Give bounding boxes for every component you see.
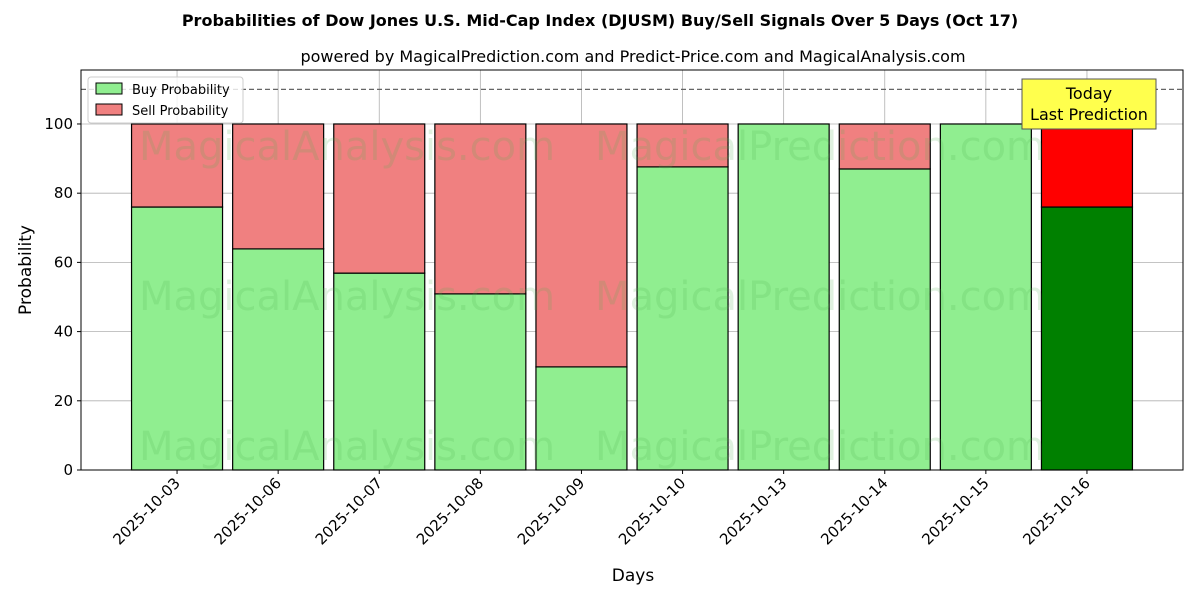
x-tick-label: 2025-10-07 <box>312 474 386 548</box>
bar-sell-2025-10-03 <box>130 123 224 208</box>
bar-sell-2025-10-09 <box>535 123 628 368</box>
y-tick-label: 20 <box>54 392 73 410</box>
y-tick-label: 80 <box>54 184 73 202</box>
y-tick-label: 60 <box>54 253 73 271</box>
x-tick-label: 2025-10-08 <box>413 474 487 548</box>
bar-buy-2025-10-08 <box>434 293 527 471</box>
chart-title: Probabilities of Dow Jones U.S. Mid-Cap … <box>182 11 1018 30</box>
legend-label-sell: Sell Probability <box>132 104 229 119</box>
bar-buy-2025-10-14 <box>838 168 931 471</box>
bar-sell-2025-10-16 <box>1040 123 1134 208</box>
annotation-line-2: Last Prediction <box>1030 105 1148 124</box>
legend-swatch-buy <box>95 82 123 95</box>
y-tick-label: 0 <box>63 461 73 479</box>
x-tick-label: 2025-10-16 <box>1019 474 1093 548</box>
watermark: MagicalAnalysis.com <box>139 424 555 470</box>
x-tick-label: 2025-10-09 <box>514 474 588 548</box>
bar-buy-2025-10-03 <box>130 206 224 471</box>
watermark: MagicalPrediction.com <box>595 424 1045 470</box>
bar-sell-2025-10-14 <box>838 123 931 170</box>
bar-sell-2025-10-06 <box>232 123 325 250</box>
plot-frame <box>80 69 1184 471</box>
legend-swatch-sell <box>95 103 123 116</box>
watermark: MagicalAnalysis.com <box>139 274 555 320</box>
y-tick-label: 100 <box>44 115 73 133</box>
today-annotation: Today Last Prediction <box>1021 78 1157 130</box>
watermark: MagicalPrediction.com <box>595 124 1045 170</box>
watermark: MagicalPrediction.com <box>595 274 1045 320</box>
x-tick-label: 2025-10-03 <box>109 474 183 548</box>
annotation-line-1: Today <box>1065 84 1112 103</box>
x-axis-label: Days <box>612 566 655 586</box>
x-tick-label: 2025-10-06 <box>211 474 285 548</box>
bar-sell-2025-10-08 <box>434 123 527 295</box>
x-tick-label: 2025-10-10 <box>615 474 689 548</box>
x-tick-label: 2025-10-13 <box>716 474 790 548</box>
bar-buy-2025-10-09 <box>535 366 628 471</box>
bar-sell-2025-10-07 <box>333 123 426 274</box>
legend-label-buy: Buy Probability <box>132 83 230 98</box>
bar-buy-2025-10-10 <box>636 166 729 471</box>
chart-subtitle: powered by MagicalPrediction.com and Pre… <box>300 47 965 66</box>
bar-buy-2025-10-13 <box>737 123 830 471</box>
bar-sell-2025-10-10 <box>636 123 729 168</box>
bar-buy-2025-10-15 <box>939 123 1032 471</box>
y-tick-label: 40 <box>54 323 73 341</box>
legend: Buy Probability Sell Probability <box>87 76 244 124</box>
bar-buy-2025-10-07 <box>333 272 426 471</box>
x-tick-label: 2025-10-15 <box>918 474 992 548</box>
y-axis-label: Probability <box>16 225 36 315</box>
watermark: MagicalAnalysis.com <box>139 124 555 170</box>
x-tick-label: 2025-10-14 <box>817 474 891 548</box>
bar-buy-2025-10-16 <box>1040 206 1134 471</box>
